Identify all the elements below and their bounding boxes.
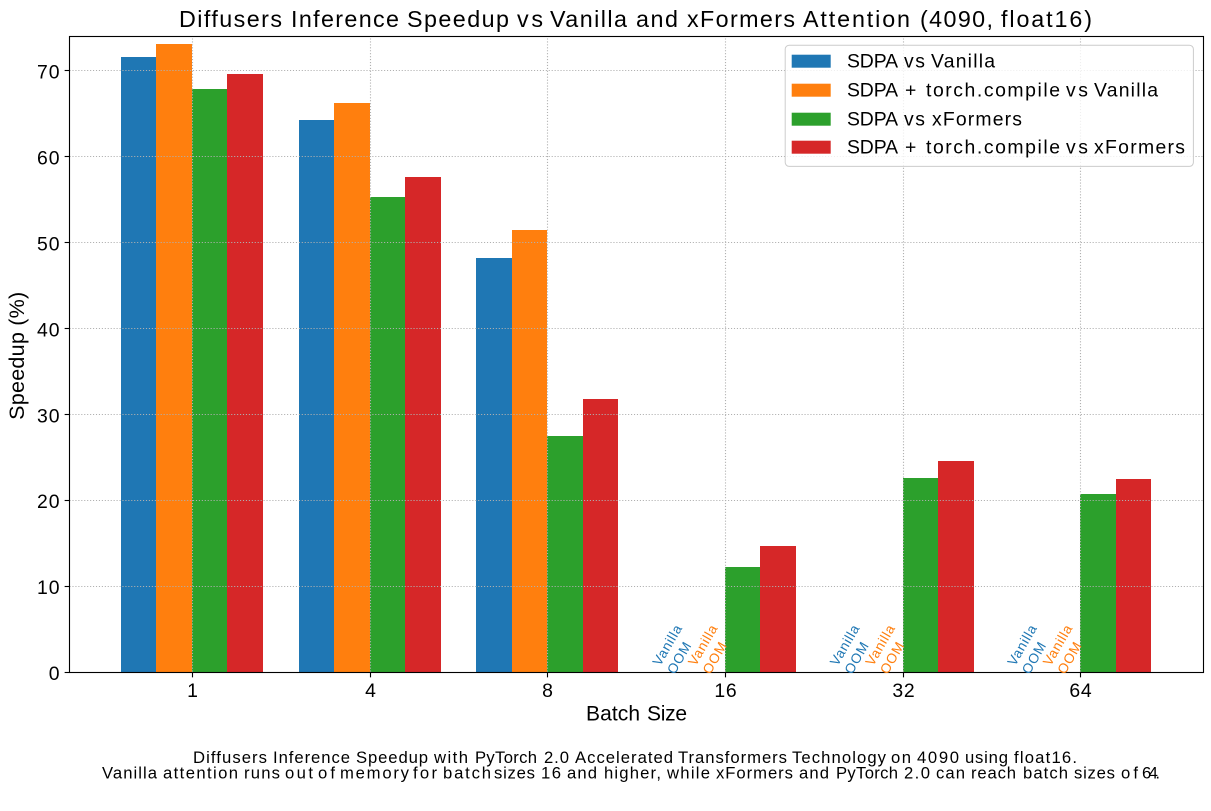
svg-text:64: 64 xyxy=(1069,680,1092,702)
svg-text:xFormers: xFormers xyxy=(1094,137,1185,159)
svg-text:xFormers: xFormers xyxy=(716,764,793,783)
svg-text:Inference: Inference xyxy=(291,6,399,32)
svg-text:xFormers: xFormers xyxy=(687,6,795,32)
svg-text:+: + xyxy=(905,137,916,159)
svg-text:Vanilla: Vanilla xyxy=(931,51,995,73)
svg-text:sizes: sizes xyxy=(494,764,535,783)
svg-text:vs: vs xyxy=(904,109,925,131)
svg-text:Vanilla: Vanilla xyxy=(550,6,627,32)
svg-text:on: on xyxy=(891,748,911,767)
svg-text:can: can xyxy=(936,764,965,783)
svg-text:reach: reach xyxy=(971,764,1016,783)
svg-text:1: 1 xyxy=(187,680,199,702)
svg-text:70: 70 xyxy=(37,61,60,83)
svg-text:Speedup: Speedup xyxy=(407,6,509,32)
svg-text:using: using xyxy=(965,748,1008,767)
svg-text:runs: runs xyxy=(244,764,280,783)
svg-text:Vanilla: Vanilla xyxy=(102,764,158,783)
svg-text:Speedup: Speedup xyxy=(356,748,428,767)
svg-text:30: 30 xyxy=(37,405,60,427)
svg-text:PyTorch: PyTorch xyxy=(475,748,537,767)
svg-text:Vanilla: Vanilla xyxy=(1094,80,1158,102)
svg-text:Transformers: Transformers xyxy=(678,748,787,767)
svg-text:Diffusers: Diffusers xyxy=(179,6,282,32)
svg-text:2.0: 2.0 xyxy=(904,764,930,783)
svg-text:attention: attention xyxy=(163,764,238,783)
svg-text:20: 20 xyxy=(37,491,60,513)
svg-text:Technology: Technology xyxy=(792,748,887,767)
svg-text:Size: Size xyxy=(647,703,687,726)
svg-text:xFormers: xFormers xyxy=(932,109,1022,131)
svg-text:out: out xyxy=(285,764,313,783)
svg-text:of: of xyxy=(318,764,335,783)
svg-text:PyTorch: PyTorch xyxy=(836,764,898,783)
svg-text:60: 60 xyxy=(37,147,60,169)
svg-text:32: 32 xyxy=(892,680,915,702)
svg-text:vs: vs xyxy=(904,51,925,73)
svg-text:Accelerated: Accelerated xyxy=(575,748,673,767)
svg-text:Batch: Batch xyxy=(586,703,640,726)
svg-text:float16): float16) xyxy=(1001,6,1092,32)
svg-text:of: of xyxy=(1121,764,1138,783)
svg-text:SDPA: SDPA xyxy=(847,80,898,102)
svg-text:40: 40 xyxy=(37,319,60,341)
svg-text:Attention: Attention xyxy=(803,6,910,32)
svg-text:Speedup (%): Speedup (%) xyxy=(4,292,29,420)
svg-text:while: while xyxy=(666,764,710,783)
svg-text:torch.compile: torch.compile xyxy=(926,80,1060,102)
svg-text:0: 0 xyxy=(49,663,61,685)
svg-text:SDPA: SDPA xyxy=(847,137,898,159)
svg-text:higher,: higher, xyxy=(604,764,661,783)
svg-text:2.0: 2.0 xyxy=(544,748,569,767)
svg-text:SDPA: SDPA xyxy=(847,51,898,73)
svg-text:Diffusers: Diffusers xyxy=(193,748,267,767)
svg-text:and: and xyxy=(799,764,829,783)
svg-text:and: and xyxy=(636,6,678,32)
svg-text:SDPA: SDPA xyxy=(847,109,898,131)
svg-text:Inference: Inference xyxy=(273,748,350,767)
svg-text:torch.compile: torch.compile xyxy=(926,137,1060,159)
svg-text:and: and xyxy=(567,764,597,783)
svg-text:8: 8 xyxy=(542,680,554,702)
svg-text:for: for xyxy=(413,764,437,783)
svg-text:batch: batch xyxy=(443,764,491,783)
svg-text:float16.: float16. xyxy=(1014,748,1077,767)
svg-text:+: + xyxy=(905,80,916,102)
svg-text:4: 4 xyxy=(365,680,377,702)
svg-text:with: with xyxy=(433,748,468,767)
svg-text:16: 16 xyxy=(541,764,561,783)
svg-text:50: 50 xyxy=(37,233,60,255)
svg-text:batch: batch xyxy=(1023,764,1068,783)
svg-text:64.: 64. xyxy=(1142,764,1160,783)
svg-text:sizes: sizes xyxy=(1074,764,1115,783)
svg-text:16: 16 xyxy=(714,680,737,702)
svg-text:10: 10 xyxy=(37,577,60,599)
